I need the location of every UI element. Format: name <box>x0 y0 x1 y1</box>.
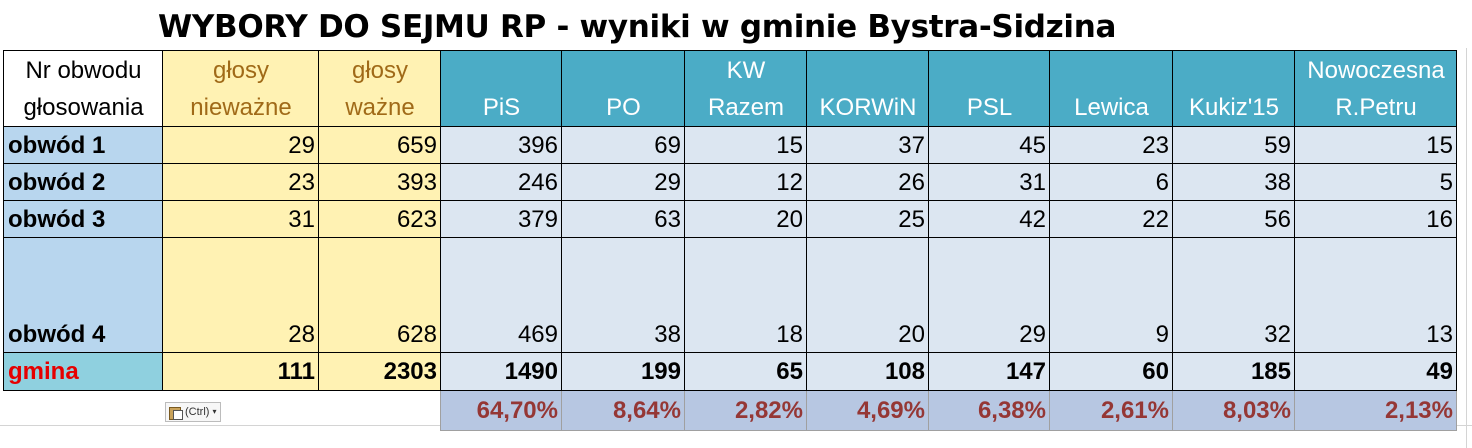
invalid-votes-cell[interactable]: 23 <box>162 163 319 201</box>
votes-cell[interactable]: 69 <box>561 126 685 164</box>
votes-cell[interactable]: 13 <box>1294 237 1457 353</box>
table-row: obwód 2 23 393 246 29 12 26 31 6 38 5 <box>3 163 1457 201</box>
table-row: obwód 4 28 628 469 38 18 20 29 9 32 13 <box>3 237 1457 353</box>
votes-cell[interactable]: 26 <box>806 163 929 201</box>
chevron-down-icon: ▾ <box>212 407 217 416</box>
clipboard-icon <box>168 405 183 420</box>
total-votes-cell[interactable]: 65 <box>684 352 807 391</box>
percent-cell[interactable]: 6,38% <box>928 390 1050 431</box>
votes-cell[interactable]: 42 <box>928 200 1050 238</box>
total-votes-cell[interactable]: 49 <box>1294 352 1457 391</box>
valid-votes-cell[interactable]: 659 <box>318 126 441 164</box>
district-label[interactable]: obwód 2 <box>3 163 163 201</box>
paste-options-button[interactable]: (Ctrl) ▾ <box>165 402 222 422</box>
votes-cell[interactable]: 25 <box>806 200 929 238</box>
header-party-po[interactable]: PO <box>561 50 685 127</box>
header-party-pis[interactable]: PiS <box>440 50 562 127</box>
table-row: obwód 3 31 623 379 63 20 25 42 22 56 16 <box>3 200 1457 238</box>
votes-cell[interactable]: 396 <box>440 126 562 164</box>
district-label[interactable]: obwód 3 <box>3 200 163 238</box>
votes-cell[interactable]: 15 <box>1294 126 1457 164</box>
valid-votes-cell[interactable]: 628 <box>318 237 441 353</box>
votes-cell[interactable]: 9 <box>1049 237 1173 353</box>
votes-cell[interactable]: 5 <box>1294 163 1457 201</box>
valid-votes-cell[interactable]: 623 <box>318 200 441 238</box>
header-party-razem[interactable]: KW Razem <box>684 50 807 127</box>
district-label[interactable]: obwód 4 <box>3 237 163 353</box>
header-district-number[interactable]: Nr obwodu głosowania <box>3 50 163 127</box>
header-party-psl[interactable]: PSL <box>928 50 1050 127</box>
votes-cell[interactable]: 32 <box>1172 237 1295 353</box>
votes-cell[interactable]: 6 <box>1049 163 1173 201</box>
results-table: Nr obwodu głosowania głosy nieważne głosy w… <box>3 50 1457 431</box>
sheet-gridline <box>1466 48 1467 448</box>
votes-cell[interactable]: 379 <box>440 200 562 238</box>
header-party-korwin[interactable]: KORWiN <box>806 50 929 127</box>
header-valid-votes[interactable]: głosy ważne <box>318 50 441 127</box>
total-votes-cell[interactable]: 185 <box>1172 352 1295 391</box>
votes-cell[interactable]: 23 <box>1049 126 1173 164</box>
header-party-kukiz[interactable]: Kukiz'15 <box>1172 50 1295 127</box>
votes-cell[interactable]: 59 <box>1172 126 1295 164</box>
percent-cell[interactable]: 2,61% <box>1049 390 1173 431</box>
header-invalid-votes[interactable]: głosy nieważne <box>162 50 319 127</box>
votes-cell[interactable]: 38 <box>1172 163 1295 201</box>
total-votes-cell[interactable]: 199 <box>561 352 685 391</box>
percent-cell[interactable]: 8,03% <box>1172 390 1295 431</box>
votes-cell[interactable]: 38 <box>561 237 685 353</box>
percent-cell[interactable]: 8,64% <box>561 390 685 431</box>
invalid-votes-cell[interactable]: 28 <box>162 237 319 353</box>
percent-cell[interactable]: 2,13% <box>1294 390 1457 431</box>
votes-cell[interactable]: 469 <box>440 237 562 353</box>
percent-row: 64,70% 8,64% 2,82% 4,69% 6,38% 2,61% 8,0… <box>4 390 1457 431</box>
percent-cell[interactable]: 2,82% <box>684 390 807 431</box>
votes-cell[interactable]: 29 <box>561 163 685 201</box>
total-votes-cell[interactable]: 1490 <box>440 352 562 391</box>
votes-cell[interactable]: 56 <box>1172 200 1295 238</box>
total-votes-cell[interactable]: 108 <box>806 352 929 391</box>
header-row: Nr obwodu głosowania głosy nieważne głosy w… <box>3 50 1457 127</box>
votes-cell[interactable]: 45 <box>928 126 1050 164</box>
sheet-title: WYBORY DO SEJMU RP - wyniki w gminie Bys… <box>158 9 1117 45</box>
invalid-votes-cell[interactable]: 31 <box>162 200 319 238</box>
votes-cell[interactable]: 37 <box>806 126 929 164</box>
votes-cell[interactable]: 63 <box>561 200 685 238</box>
votes-cell[interactable]: 20 <box>684 200 807 238</box>
paste-options-label: (Ctrl) <box>185 406 210 418</box>
header-party-nowoczesna[interactable]: Nowoczesna R.Petru <box>1294 50 1457 127</box>
valid-votes-cell[interactable]: 393 <box>318 163 441 201</box>
invalid-votes-cell[interactable]: 29 <box>162 126 319 164</box>
total-label[interactable]: gmina <box>3 352 163 391</box>
votes-cell[interactable]: 29 <box>928 237 1050 353</box>
votes-cell[interactable]: 12 <box>684 163 807 201</box>
percent-cell[interactable]: 64,70% <box>440 390 562 431</box>
total-invalid-votes[interactable]: 111 <box>162 352 319 391</box>
total-row: gmina 111 2303 1490 199 65 108 147 60 18… <box>3 352 1457 391</box>
district-label[interactable]: obwód 1 <box>3 126 163 164</box>
empty-cell[interactable] <box>319 391 441 431</box>
votes-cell[interactable]: 246 <box>440 163 562 201</box>
total-votes-cell[interactable]: 147 <box>928 352 1050 391</box>
votes-cell[interactable]: 31 <box>928 163 1050 201</box>
votes-cell[interactable]: 15 <box>684 126 807 164</box>
empty-cell[interactable] <box>4 391 163 431</box>
votes-cell[interactable]: 18 <box>684 237 807 353</box>
header-party-lewica[interactable]: Lewica <box>1049 50 1173 127</box>
table-row: obwód 1 29 659 396 69 15 37 45 23 59 15 <box>3 126 1457 164</box>
percent-cell[interactable]: 4,69% <box>806 390 929 431</box>
total-valid-votes[interactable]: 2303 <box>318 352 441 391</box>
votes-cell[interactable]: 20 <box>806 237 929 353</box>
votes-cell[interactable]: 22 <box>1049 200 1173 238</box>
total-votes-cell[interactable]: 60 <box>1049 352 1173 391</box>
votes-cell[interactable]: 16 <box>1294 200 1457 238</box>
